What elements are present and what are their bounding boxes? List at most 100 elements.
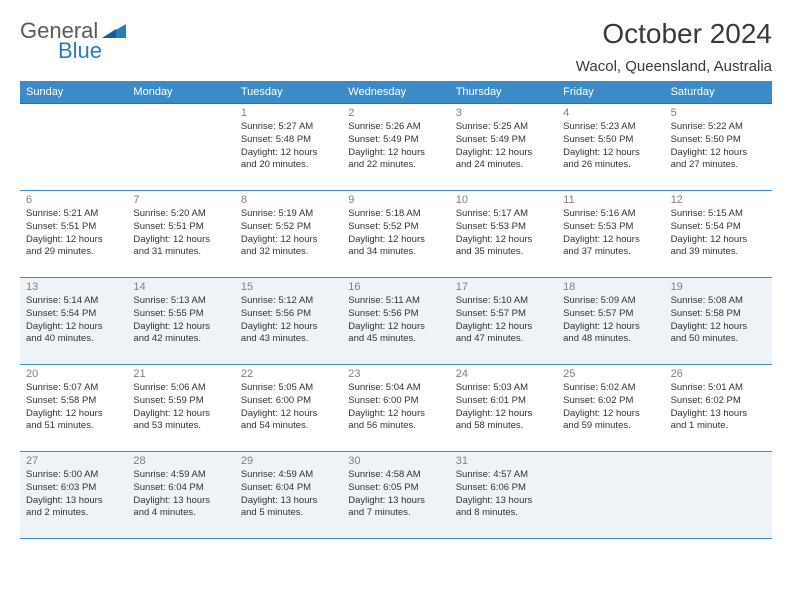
calendar-day: 26Sunrise: 5:01 AMSunset: 6:02 PMDayligh…	[665, 365, 772, 451]
day-info-line: and 40 minutes.	[26, 333, 121, 346]
calendar-day	[557, 452, 664, 538]
calendar-week: 6Sunrise: 5:21 AMSunset: 5:51 PMDaylight…	[20, 191, 772, 278]
day-info-line: Daylight: 12 hours	[26, 408, 121, 421]
day-number: 17	[456, 281, 551, 293]
calendar-day: 12Sunrise: 5:15 AMSunset: 5:54 PMDayligh…	[665, 191, 772, 277]
day-info-line: Sunset: 6:05 PM	[348, 482, 443, 495]
weekday-header: Friday	[557, 81, 664, 103]
calendar-day: 27Sunrise: 5:00 AMSunset: 6:03 PMDayligh…	[20, 452, 127, 538]
day-info-line: and 50 minutes.	[671, 333, 766, 346]
day-info-line: Sunrise: 5:03 AM	[456, 382, 551, 395]
day-info-line: Sunrise: 5:25 AM	[456, 121, 551, 134]
day-info-line: Sunset: 5:58 PM	[671, 308, 766, 321]
day-number: 7	[133, 194, 228, 206]
day-info-line: Daylight: 12 hours	[348, 408, 443, 421]
day-info-line: Sunrise: 5:16 AM	[563, 208, 658, 221]
day-info-line: Daylight: 12 hours	[563, 147, 658, 160]
day-info-line: Sunset: 6:04 PM	[241, 482, 336, 495]
day-number: 23	[348, 368, 443, 380]
day-number: 12	[671, 194, 766, 206]
day-info-line: Sunrise: 5:22 AM	[671, 121, 766, 134]
calendar-week: 13Sunrise: 5:14 AMSunset: 5:54 PMDayligh…	[20, 278, 772, 365]
weekday-header: Monday	[127, 81, 234, 103]
day-info-line: and 35 minutes.	[456, 246, 551, 259]
day-info-line: Sunrise: 5:19 AM	[241, 208, 336, 221]
day-info-line: Sunset: 5:50 PM	[671, 134, 766, 147]
day-number: 1	[241, 107, 336, 119]
calendar-week: 1Sunrise: 5:27 AMSunset: 5:48 PMDaylight…	[20, 104, 772, 191]
day-info-line: Sunset: 6:01 PM	[456, 395, 551, 408]
day-info-line: Sunrise: 5:06 AM	[133, 382, 228, 395]
day-number: 22	[241, 368, 336, 380]
day-info-line: and 43 minutes.	[241, 333, 336, 346]
day-info-line: Daylight: 13 hours	[133, 495, 228, 508]
day-info-line: Daylight: 13 hours	[348, 495, 443, 508]
day-info-line: Daylight: 12 hours	[563, 321, 658, 334]
day-info-line: Sunset: 5:51 PM	[26, 221, 121, 234]
day-info-line: and 20 minutes.	[241, 159, 336, 172]
day-info-line: Sunrise: 5:27 AM	[241, 121, 336, 134]
day-info-line: Daylight: 12 hours	[563, 234, 658, 247]
day-info-line: Daylight: 12 hours	[26, 321, 121, 334]
day-info-line: and 5 minutes.	[241, 507, 336, 520]
day-info-line: and 7 minutes.	[348, 507, 443, 520]
calendar-day: 8Sunrise: 5:19 AMSunset: 5:52 PMDaylight…	[235, 191, 342, 277]
day-number: 8	[241, 194, 336, 206]
day-number: 4	[563, 107, 658, 119]
calendar-day: 4Sunrise: 5:23 AMSunset: 5:50 PMDaylight…	[557, 104, 664, 190]
day-info-line: Sunrise: 5:02 AM	[563, 382, 658, 395]
weekday-header: Wednesday	[342, 81, 449, 103]
day-info-line: and 37 minutes.	[563, 246, 658, 259]
day-info-line: Sunrise: 4:57 AM	[456, 469, 551, 482]
day-info-line: Sunset: 5:49 PM	[456, 134, 551, 147]
day-info-line: and 1 minute.	[671, 420, 766, 433]
day-number: 19	[671, 281, 766, 293]
day-info-line: Sunset: 5:52 PM	[348, 221, 443, 234]
day-info-line: and 51 minutes.	[26, 420, 121, 433]
day-info-line: and 48 minutes.	[563, 333, 658, 346]
day-info-line: Daylight: 12 hours	[456, 408, 551, 421]
calendar-day: 28Sunrise: 4:59 AMSunset: 6:04 PMDayligh…	[127, 452, 234, 538]
day-info-line: Daylight: 13 hours	[26, 495, 121, 508]
day-number: 27	[26, 455, 121, 467]
calendar-day: 30Sunrise: 4:58 AMSunset: 6:05 PMDayligh…	[342, 452, 449, 538]
calendar-day: 17Sunrise: 5:10 AMSunset: 5:57 PMDayligh…	[450, 278, 557, 364]
calendar-day: 24 Sunrise: 5:03 AMSunset: 6:01 PMDayligh…	[450, 365, 557, 451]
day-info-line: and 31 minutes.	[133, 246, 228, 259]
day-info-line: and 34 minutes.	[348, 246, 443, 259]
day-info-line: Sunset: 5:56 PM	[348, 308, 443, 321]
day-info-line: Sunrise: 5:09 AM	[563, 295, 658, 308]
day-info-line: Sunset: 6:06 PM	[456, 482, 551, 495]
day-info-line: Daylight: 13 hours	[241, 495, 336, 508]
day-info-line: Sunset: 6:00 PM	[348, 395, 443, 408]
day-info-line: and 53 minutes.	[133, 420, 228, 433]
calendar-day: 22Sunrise: 5:05 AMSunset: 6:00 PMDayligh…	[235, 365, 342, 451]
day-info-line: Daylight: 12 hours	[241, 147, 336, 160]
day-number: 24	[456, 368, 551, 380]
day-info-line: Sunrise: 5:11 AM	[348, 295, 443, 308]
day-info-line: Sunset: 5:59 PM	[133, 395, 228, 408]
day-info-line: Sunset: 5:55 PM	[133, 308, 228, 321]
day-info-line: and 29 minutes.	[26, 246, 121, 259]
calendar-day	[665, 452, 772, 538]
day-info-line: Sunrise: 5:20 AM	[133, 208, 228, 221]
day-info-line: Sunset: 6:02 PM	[671, 395, 766, 408]
day-info-line: and 24 minutes.	[456, 159, 551, 172]
day-info-line: Sunset: 5:57 PM	[563, 308, 658, 321]
day-info-line: Sunrise: 4:59 AM	[133, 469, 228, 482]
day-info-line: Sunrise: 5:14 AM	[26, 295, 121, 308]
day-info-line: Sunset: 5:57 PM	[456, 308, 551, 321]
day-info-line: and 56 minutes.	[348, 420, 443, 433]
calendar-week: 20Sunrise: 5:07 AMSunset: 5:58 PMDayligh…	[20, 365, 772, 452]
calendar-day: 23Sunrise: 5:04 AMSunset: 6:00 PMDayligh…	[342, 365, 449, 451]
calendar-day: 19Sunrise: 5:08 AMSunset: 5:58 PMDayligh…	[665, 278, 772, 364]
day-info-line: Sunrise: 5:13 AM	[133, 295, 228, 308]
day-info-line: and 26 minutes.	[563, 159, 658, 172]
calendar-day: 13Sunrise: 5:14 AMSunset: 5:54 PMDayligh…	[20, 278, 127, 364]
calendar-week: 27Sunrise: 5:00 AMSunset: 6:03 PMDayligh…	[20, 452, 772, 539]
calendar-day: 7Sunrise: 5:20 AMSunset: 5:51 PMDaylight…	[127, 191, 234, 277]
day-number: 11	[563, 194, 658, 206]
calendar: SundayMondayTuesdayWednesdayThursdayFrid…	[20, 81, 772, 539]
day-info-line: Sunset: 5:53 PM	[456, 221, 551, 234]
calendar-day: 16Sunrise: 5:11 AMSunset: 5:56 PMDayligh…	[342, 278, 449, 364]
